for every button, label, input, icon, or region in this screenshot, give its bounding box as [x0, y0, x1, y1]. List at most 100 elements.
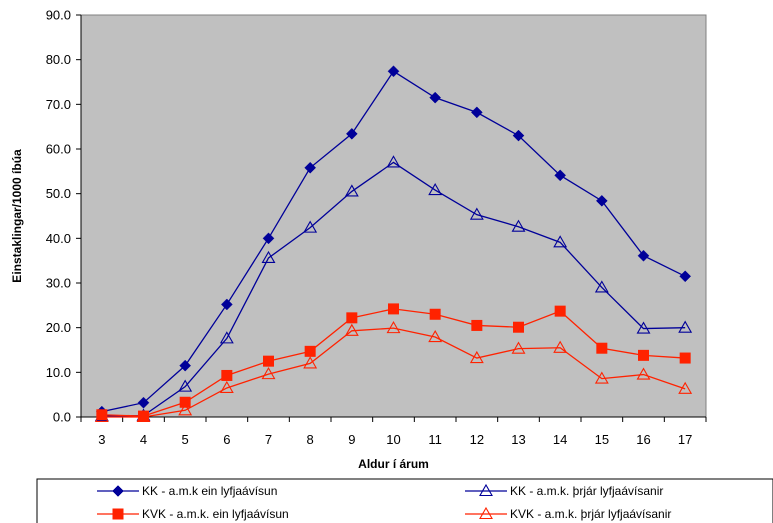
data-point: [678, 381, 693, 394]
data-point: [479, 506, 493, 520]
data-point: [387, 65, 400, 78]
series-1: [95, 65, 692, 418]
data-point: [469, 350, 484, 364]
data-point: [512, 129, 525, 142]
data-point: [112, 485, 124, 497]
x-axis: 3 4 5 6 7 8 9 10 11 12 13 14 15 16 17: [80, 416, 707, 447]
x-tick-label: 13: [511, 432, 525, 447]
data-point: [638, 349, 649, 361]
data-point: [679, 352, 691, 364]
data-point: [553, 235, 568, 248]
data-point: [112, 508, 124, 520]
data-point: [511, 219, 526, 232]
y-tick-label: 80.0: [46, 52, 71, 67]
data-point: [219, 331, 234, 344]
legend-label: KK - a.m.k. þrjár lyfjaávísanir: [510, 484, 663, 498]
x-tick-label: 4: [140, 432, 147, 447]
data-point: [304, 161, 317, 174]
x-tick-label: 14: [553, 432, 567, 447]
y-tick-label: 20.0: [46, 320, 71, 335]
data-point: [637, 249, 650, 262]
y-axis: 0.0 10.0 20.0 30.0 40.0 50.0 60.0 70.0 80.0 90.0: [46, 8, 82, 425]
legend-label: KVK - a.m.k. ein lyfjaávísun: [142, 507, 289, 521]
data-point: [428, 182, 443, 196]
data-point: [636, 367, 651, 380]
y-tick-label: 0.0: [53, 410, 71, 425]
data-point: [220, 298, 233, 311]
data-point: [346, 312, 358, 324]
data-point: [386, 155, 401, 168]
y-tick-label: 40.0: [46, 231, 71, 246]
data-point: [636, 321, 651, 334]
data-point: [596, 342, 608, 354]
y-tick-label: 70.0: [46, 97, 71, 112]
x-tick-label: 17: [678, 432, 692, 447]
data-point: [678, 320, 693, 333]
data-point: [388, 303, 399, 315]
y-tick-label: 90.0: [46, 8, 71, 23]
x-tick-label: 9: [348, 432, 355, 447]
data-point: [554, 169, 567, 182]
series-line: [101, 161, 686, 417]
x-tick-label: 3: [98, 432, 105, 447]
legend-item: KVK - a.m.k. þrjár lyfjaávísanir: [465, 506, 671, 521]
data-point: [94, 409, 109, 423]
data-point: [137, 396, 150, 409]
series-layer: [94, 65, 693, 423]
data-point: [470, 106, 483, 119]
data-point: [595, 194, 608, 207]
y-axis-title: Einstaklingar/1000 íbúa: [10, 149, 24, 283]
data-point: [679, 270, 692, 283]
data-point: [263, 355, 274, 367]
x-tick-label: 15: [595, 432, 609, 447]
x-axis-title: Aldur í árum: [358, 457, 429, 471]
legend-item: KK - a.m.k. þrjár lyfjaávísanir: [465, 483, 663, 498]
x-tick-label: 7: [265, 432, 272, 447]
data-point: [261, 250, 276, 264]
y-tick-label: 10.0: [46, 365, 71, 380]
series-line: [101, 327, 686, 418]
data-point: [261, 367, 276, 380]
legend-label: KVK - a.m.k. þrjár lyfjaávísanir: [510, 507, 671, 521]
data-point: [513, 321, 524, 333]
data-point: [138, 410, 149, 422]
data-point: [554, 305, 566, 317]
data-point: [469, 207, 484, 220]
data-point: [594, 371, 609, 384]
data-point: [429, 308, 441, 320]
data-point: [303, 220, 318, 233]
data-point: [553, 340, 568, 353]
legend-item: KVK - a.m.k. ein lyfjaávísun: [97, 507, 289, 521]
data-point: [304, 345, 316, 357]
data-point: [386, 321, 401, 334]
legend-item: KK - a.m.k ein lyfjaávísun: [97, 484, 277, 498]
x-tick-label: 12: [470, 432, 484, 447]
data-point: [428, 329, 443, 343]
data-point: [219, 380, 234, 394]
legend-label: KK - a.m.k ein lyfjaávísun: [142, 484, 277, 498]
x-tick-label: 16: [636, 432, 650, 447]
data-point: [429, 91, 442, 104]
x-tick-label: 6: [223, 432, 230, 447]
data-point: [344, 323, 359, 336]
data-point: [136, 409, 151, 423]
x-tick-label: 5: [182, 432, 189, 447]
y-tick-label: 30.0: [46, 276, 71, 291]
data-point: [178, 403, 193, 416]
data-point: [178, 379, 193, 392]
data-point: [471, 319, 483, 331]
data-point: [345, 127, 358, 140]
legend-box: [36, 478, 773, 523]
y-tick-label: 50.0: [46, 186, 71, 201]
series-4: [94, 321, 693, 423]
data-point: [179, 359, 192, 372]
legend: KK - a.m.k ein lyfjaávísun KK - a.m.k. þr…: [36, 478, 773, 523]
data-point: [344, 184, 359, 197]
data-point: [479, 483, 493, 497]
data-point: [594, 280, 609, 293]
data-point: [511, 341, 526, 354]
data-point: [221, 369, 233, 381]
x-tick-label: 8: [307, 432, 314, 447]
data-point: [262, 232, 275, 245]
